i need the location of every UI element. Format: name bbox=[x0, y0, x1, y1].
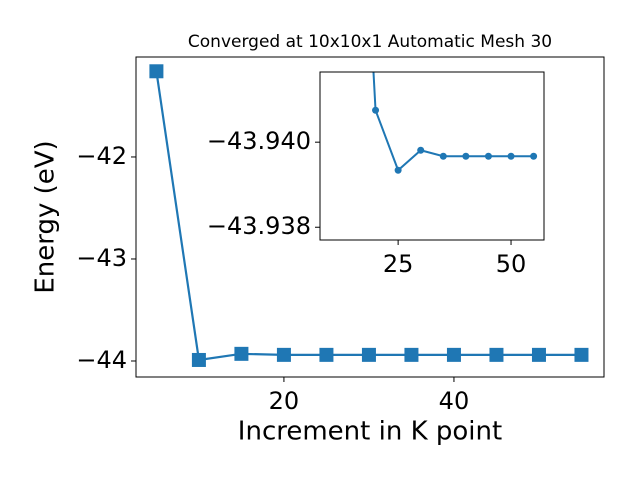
marker bbox=[462, 152, 470, 160]
marker bbox=[191, 352, 206, 367]
x-tick-label: 20 bbox=[269, 387, 300, 415]
marker bbox=[276, 347, 291, 362]
marker bbox=[446, 347, 461, 362]
marker bbox=[417, 146, 425, 154]
plot-group bbox=[372, 72, 538, 174]
marker bbox=[489, 347, 504, 362]
x-tick-label: 25 bbox=[383, 250, 414, 278]
x-tick-label: 50 bbox=[496, 250, 527, 278]
marker bbox=[319, 347, 334, 362]
plot-group bbox=[149, 64, 589, 367]
axes-frame bbox=[135, 56, 605, 378]
marker bbox=[372, 106, 380, 114]
marker bbox=[394, 166, 402, 174]
y-axis-label: Energy (eV) bbox=[31, 140, 61, 293]
y-tick-label: −42 bbox=[76, 142, 127, 170]
y-tick-label: −43.938 bbox=[207, 212, 311, 240]
x-tick-label: 40 bbox=[439, 387, 470, 415]
marker bbox=[574, 347, 589, 362]
y-tick-label: −43 bbox=[76, 244, 127, 272]
marker bbox=[530, 152, 538, 160]
marker bbox=[149, 64, 164, 79]
marker bbox=[361, 347, 376, 362]
marker bbox=[531, 347, 546, 362]
marker bbox=[404, 347, 419, 362]
chart-title: Converged at 10x10x1 Automatic Mesh 30 bbox=[188, 32, 552, 52]
marker bbox=[484, 152, 492, 160]
y-tick-label: −43.940 bbox=[207, 127, 311, 155]
marker bbox=[234, 346, 249, 361]
y-tick-label: −44 bbox=[76, 346, 127, 374]
x-axis-label: Increment in K point bbox=[238, 417, 502, 447]
axes-frame bbox=[319, 71, 545, 241]
marker bbox=[507, 152, 515, 160]
marker bbox=[439, 152, 447, 160]
